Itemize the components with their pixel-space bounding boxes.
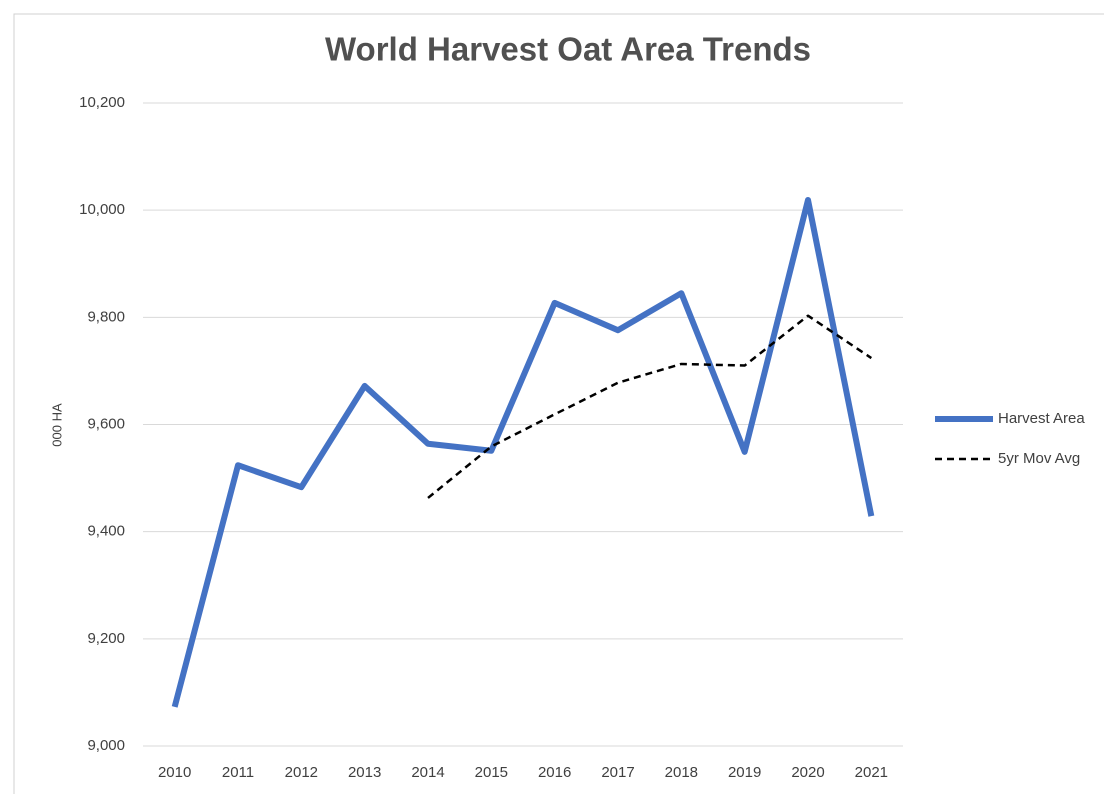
x-tick-label: 2015	[475, 764, 508, 781]
y-tick-label: 10,200	[79, 94, 125, 111]
x-tick-label: 2011	[222, 764, 254, 781]
x-tick-label: 2016	[538, 764, 571, 781]
y-tick-label: 10,000	[79, 201, 125, 218]
legend-label: 5yr Mov Avg	[998, 450, 1080, 467]
data-line	[427, 314, 873, 499]
x-tick-label: 2018	[665, 764, 698, 781]
x-tick-label: 2019	[728, 764, 761, 781]
y-tick-label: 9,400	[87, 523, 125, 540]
x-tick-label: 2021	[855, 764, 888, 781]
x-tick-label: 2013	[348, 764, 381, 781]
data-line	[171, 196, 875, 708]
y-tick-label: 9,200	[87, 630, 125, 647]
x-tick-label: 2012	[285, 764, 318, 781]
y-tick-label: 9,800	[87, 308, 125, 325]
x-tick-label: 2017	[601, 764, 634, 781]
x-tick-label: 2014	[411, 764, 444, 781]
legend-label: Harvest Area	[998, 410, 1085, 427]
x-tick-label: 2010	[158, 764, 191, 781]
y-tick-label: 9,600	[87, 415, 125, 432]
x-tick-label: 2020	[791, 764, 824, 781]
y-axis-label: 000 HA	[49, 403, 64, 447]
y-tick-label: 9,000	[87, 737, 125, 754]
chart-border	[13, 13, 1104, 794]
chart-title: World Harvest Oat Area Trends	[325, 31, 811, 68]
